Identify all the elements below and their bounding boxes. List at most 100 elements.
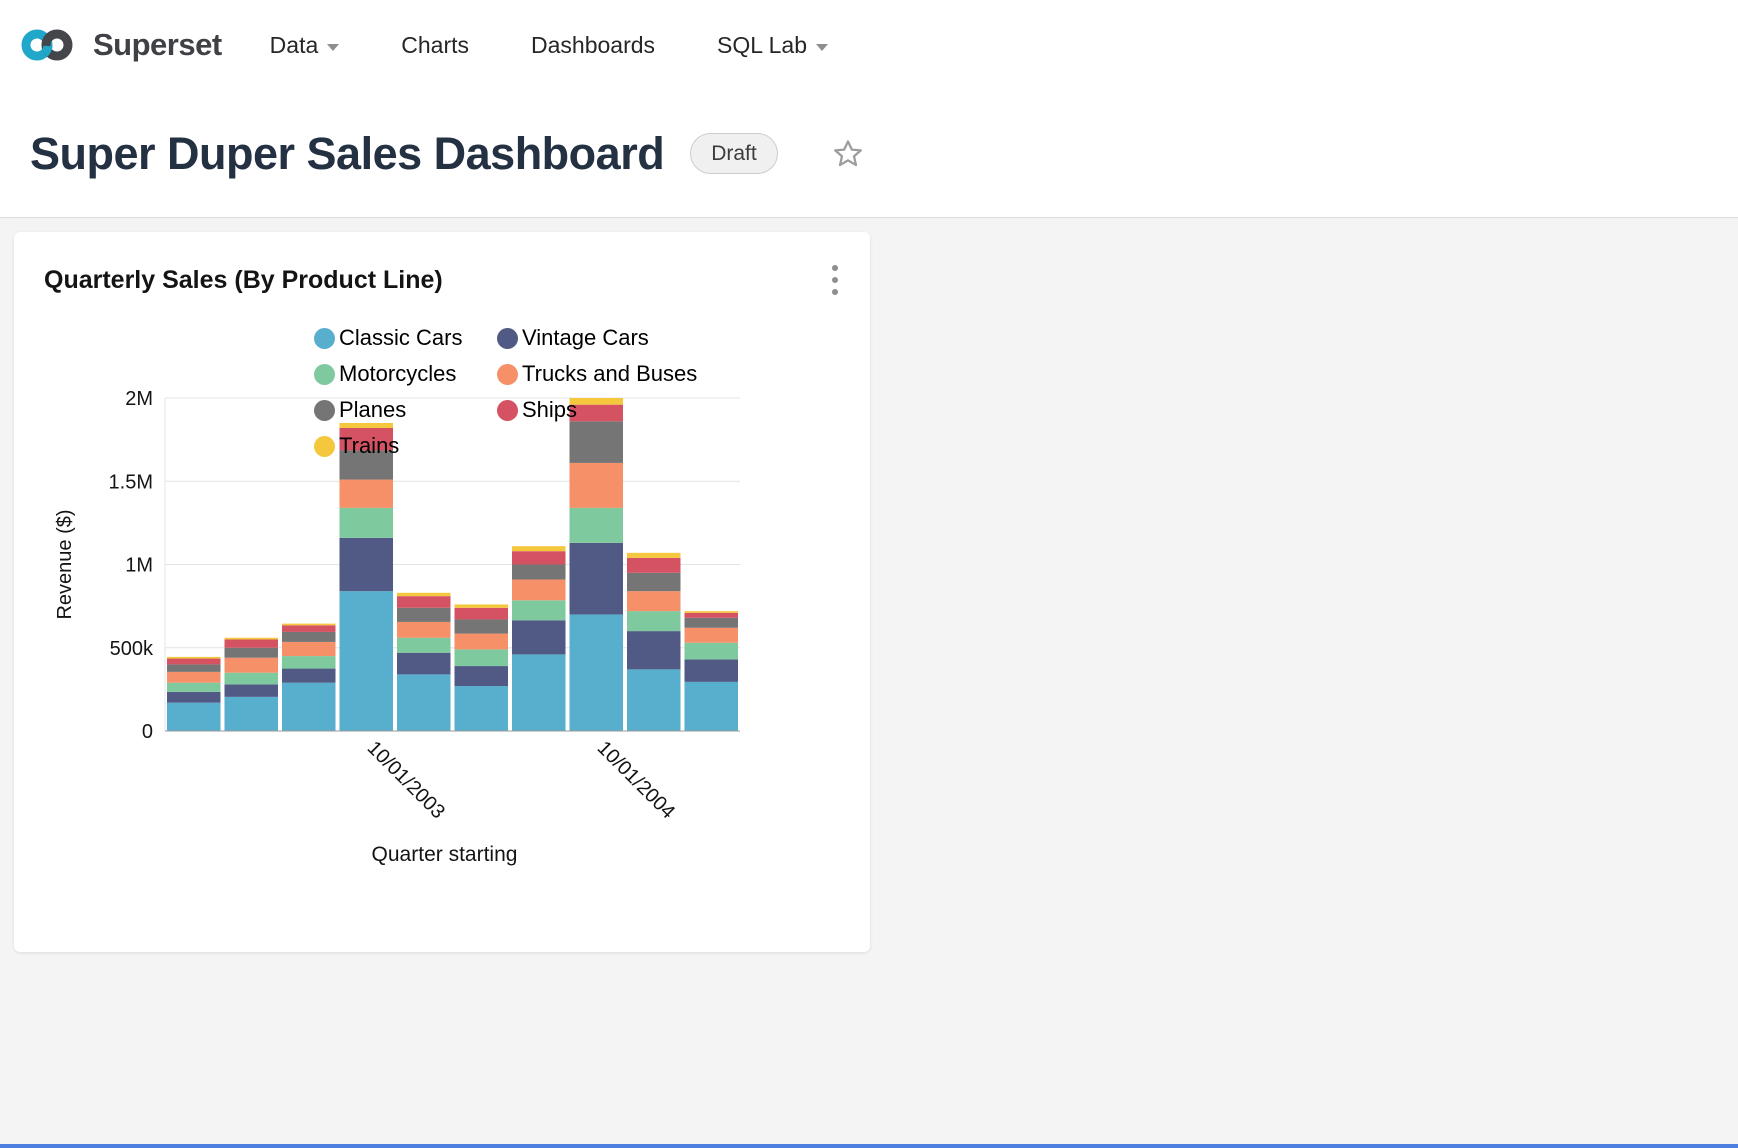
- bar-segment-trains[interactable]: [224, 637, 279, 640]
- bar-segment-planes[interactable]: [454, 619, 509, 634]
- bar-segment-trucks-and-buses[interactable]: [397, 621, 451, 638]
- kebab-menu-icon[interactable]: [822, 258, 848, 302]
- bar-segment-ships[interactable]: [569, 404, 624, 422]
- bar-segment-planes[interactable]: [627, 572, 681, 592]
- bar-segment-ships[interactable]: [224, 639, 279, 648]
- bar-segment-planes[interactable]: [397, 607, 451, 622]
- bar-segment-vintage-cars[interactable]: [454, 666, 509, 687]
- legend-item-trains[interactable]: Trains: [314, 433, 399, 459]
- y-tick-label: 2M: [125, 388, 153, 410]
- x-tick-label: 10/01/2003: [363, 737, 449, 823]
- bar-segment-motorcycles[interactable]: [339, 507, 394, 538]
- bar-segment-motorcycles[interactable]: [397, 637, 451, 653]
- legend-swatch-icon: [314, 399, 335, 421]
- bar-segment-motorcycles[interactable]: [569, 507, 624, 543]
- legend-item-vintage-cars[interactable]: Vintage Cars: [497, 325, 649, 351]
- superset-logo[interactable]: Superset: [18, 26, 222, 64]
- nav-item-charts[interactable]: Charts: [401, 32, 469, 59]
- bar-segment-trains[interactable]: [569, 398, 624, 405]
- chart-title: Quarterly Sales (By Product Line): [44, 266, 443, 294]
- y-tick-label: 0: [142, 721, 153, 743]
- bar-segment-ships[interactable]: [512, 551, 566, 565]
- bar-segment-ships[interactable]: [167, 658, 221, 665]
- bar-segment-ships[interactable]: [684, 612, 739, 618]
- bar-segment-ships[interactable]: [397, 596, 451, 608]
- legend-item-planes[interactable]: Planes: [314, 397, 406, 423]
- bar-segment-planes[interactable]: [512, 564, 566, 580]
- nav-item-data[interactable]: Data: [270, 32, 340, 59]
- legend-item-trucks-and-buses[interactable]: Trucks and Buses: [497, 361, 697, 387]
- bar-segment-ships[interactable]: [627, 557, 681, 573]
- bar-segment-vintage-cars[interactable]: [512, 620, 566, 655]
- status-badge: Draft: [690, 132, 778, 175]
- bar-segment-trucks-and-buses[interactable]: [282, 641, 336, 657]
- bar-segment-trucks-and-buses[interactable]: [569, 462, 624, 508]
- bar-segment-classic-cars[interactable]: [224, 696, 279, 731]
- bar-segment-trucks-and-buses[interactable]: [339, 479, 394, 508]
- bar-segment-planes[interactable]: [224, 647, 279, 658]
- legend-swatch-icon: [314, 435, 335, 457]
- bar-segment-ships[interactable]: [282, 625, 336, 632]
- bar-segment-classic-cars[interactable]: [569, 614, 624, 731]
- bar-segment-motorcycles[interactable]: [684, 642, 739, 660]
- nav-item-sql-lab[interactable]: SQL Lab: [717, 32, 828, 59]
- legend-label: Motorcycles: [339, 361, 457, 386]
- bar-segment-trains[interactable]: [282, 623, 336, 626]
- bar-segment-vintage-cars[interactable]: [569, 542, 624, 615]
- bar-segment-planes[interactable]: [569, 421, 624, 463]
- bar-segment-motorcycles[interactable]: [224, 672, 279, 685]
- bar-segment-classic-cars[interactable]: [397, 674, 451, 731]
- bar-segment-trucks-and-buses[interactable]: [627, 591, 681, 612]
- bar-segment-ships[interactable]: [339, 427, 394, 451]
- bar-segment-vintage-cars[interactable]: [684, 659, 739, 682]
- bar-segment-motorcycles[interactable]: [282, 656, 336, 669]
- bar-segment-classic-cars[interactable]: [684, 681, 739, 731]
- bar-segment-trains[interactable]: [454, 604, 509, 608]
- favorite-star-button[interactable]: [832, 138, 864, 170]
- bar-segment-trains[interactable]: [167, 656, 221, 659]
- legend-label: Trucks and Buses: [522, 361, 698, 386]
- bar-segment-ships[interactable]: [454, 607, 509, 620]
- bar-segment-vintage-cars[interactable]: [167, 691, 221, 703]
- bar-segment-classic-cars[interactable]: [627, 669, 681, 731]
- bar-segment-planes[interactable]: [339, 450, 394, 480]
- legend-item-motorcycles[interactable]: Motorcycles: [314, 361, 456, 387]
- bar-segment-planes[interactable]: [684, 617, 739, 628]
- bar-segment-classic-cars[interactable]: [454, 686, 509, 731]
- y-tick-label: 1M: [125, 555, 153, 577]
- bar-segment-motorcycles[interactable]: [512, 600, 566, 621]
- bar-segment-trucks-and-buses[interactable]: [684, 627, 739, 643]
- bar-segment-classic-cars[interactable]: [282, 682, 336, 731]
- bar-segment-vintage-cars[interactable]: [339, 537, 394, 592]
- chart-plot-area: 0 500k 1M 1.5M 2M 10/01/2003 10/01/2004 Revenue…: [54, 388, 740, 866]
- bar-segment-vintage-cars[interactable]: [627, 631, 681, 670]
- nav-item-label: Dashboards: [531, 31, 656, 58]
- bar-segment-trains[interactable]: [339, 422, 394, 428]
- bar-segment-planes[interactable]: [167, 664, 221, 672]
- bar-segment-vintage-cars[interactable]: [282, 668, 336, 683]
- bar-segment-trucks-and-buses[interactable]: [512, 579, 566, 601]
- bar-segment-trucks-and-buses[interactable]: [167, 671, 221, 683]
- bar-segment-planes[interactable]: [282, 631, 336, 642]
- bar-segment-trains[interactable]: [512, 546, 566, 552]
- nav-item-dashboards[interactable]: Dashboards: [531, 32, 655, 59]
- bar-segment-classic-cars[interactable]: [167, 702, 221, 731]
- bar-segment-classic-cars[interactable]: [512, 654, 566, 731]
- top-navigation: Superset Data Charts Dashboards SQL Lab: [0, 0, 1738, 90]
- nav-item-label: Data: [269, 31, 319, 58]
- legend-item-ships[interactable]: Ships: [497, 397, 577, 423]
- bar-segment-trucks-and-buses[interactable]: [454, 633, 509, 650]
- bar-segment-classic-cars[interactable]: [339, 591, 394, 731]
- bar-segment-trains[interactable]: [684, 611, 739, 613]
- bar-segment-trains[interactable]: [627, 552, 681, 558]
- bar-segment-trains[interactable]: [397, 592, 451, 597]
- legend-item-classic-cars[interactable]: Classic Cars: [314, 325, 462, 351]
- bar-segment-vintage-cars[interactable]: [397, 652, 451, 675]
- bar-segment-trucks-and-buses[interactable]: [224, 657, 279, 673]
- bar-segment-motorcycles[interactable]: [167, 682, 221, 692]
- bar-segment-vintage-cars[interactable]: [224, 684, 279, 697]
- bar-segment-motorcycles[interactable]: [627, 611, 681, 632]
- bar-segment-motorcycles[interactable]: [454, 649, 509, 667]
- legend-swatch-icon: [497, 399, 518, 421]
